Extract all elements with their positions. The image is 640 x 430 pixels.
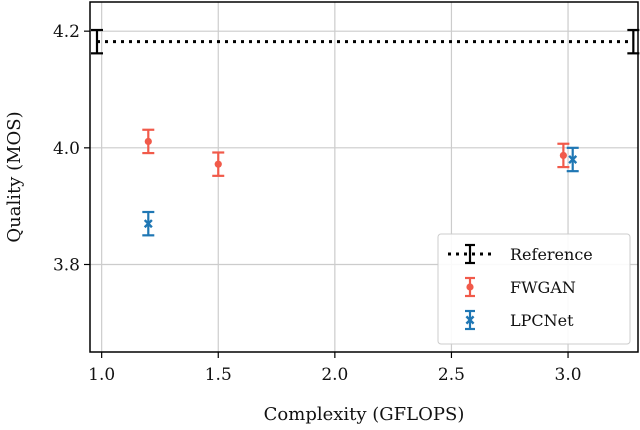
legend: Reference FWGAN LPCNet	[437, 233, 631, 345]
y-tick-label: 3.8	[53, 256, 80, 276]
series-lpcnet	[142, 146, 579, 237]
x-marker-stroke	[143, 219, 153, 229]
legend-item-reference: Reference	[448, 243, 593, 265]
data-point	[566, 146, 579, 173]
legend-item-fwgan: FWGAN	[465, 276, 576, 298]
x-tick-label: 2.0	[321, 365, 348, 385]
legend-dot-marker	[466, 283, 474, 291]
x-axis-label: Complexity (GFLOPS)	[264, 404, 465, 425]
x-marker-stroke	[568, 155, 578, 164]
data-point	[212, 151, 225, 177]
x-tick-label: 1.5	[205, 365, 232, 385]
dot-marker	[144, 137, 152, 146]
y-tick-label: 4.2	[53, 22, 80, 42]
data-point	[90, 28, 103, 55]
y-axis-label: Quality (MOS)	[4, 111, 25, 242]
x-marker-stroke	[465, 315, 475, 325]
ticks: 1.0 1.5 2.0 2.5 3.0 3.8 4.0 4.2	[53, 22, 582, 385]
dot-marker	[214, 160, 222, 168]
series-reference	[90, 28, 640, 55]
legend-box	[437, 233, 631, 345]
series-fwgan	[142, 128, 570, 177]
legend-label: LPCNet	[510, 311, 574, 330]
legend-label: Reference	[510, 245, 593, 264]
legend-item-lpcnet: LPCNet	[465, 309, 574, 331]
data-point	[557, 142, 570, 169]
x-tick-label: 3.0	[555, 365, 582, 385]
legend-label: FWGAN	[510, 278, 576, 297]
dot-marker	[559, 151, 567, 160]
data-point	[142, 128, 155, 155]
plot-frame	[89, 1, 639, 353]
x-tick-label: 1.0	[88, 365, 115, 385]
y-tick-label: 4.0	[53, 139, 80, 159]
x-tick-label: 2.5	[438, 365, 465, 385]
grid	[90, 2, 638, 352]
data-point	[142, 210, 155, 237]
series	[90, 28, 640, 237]
